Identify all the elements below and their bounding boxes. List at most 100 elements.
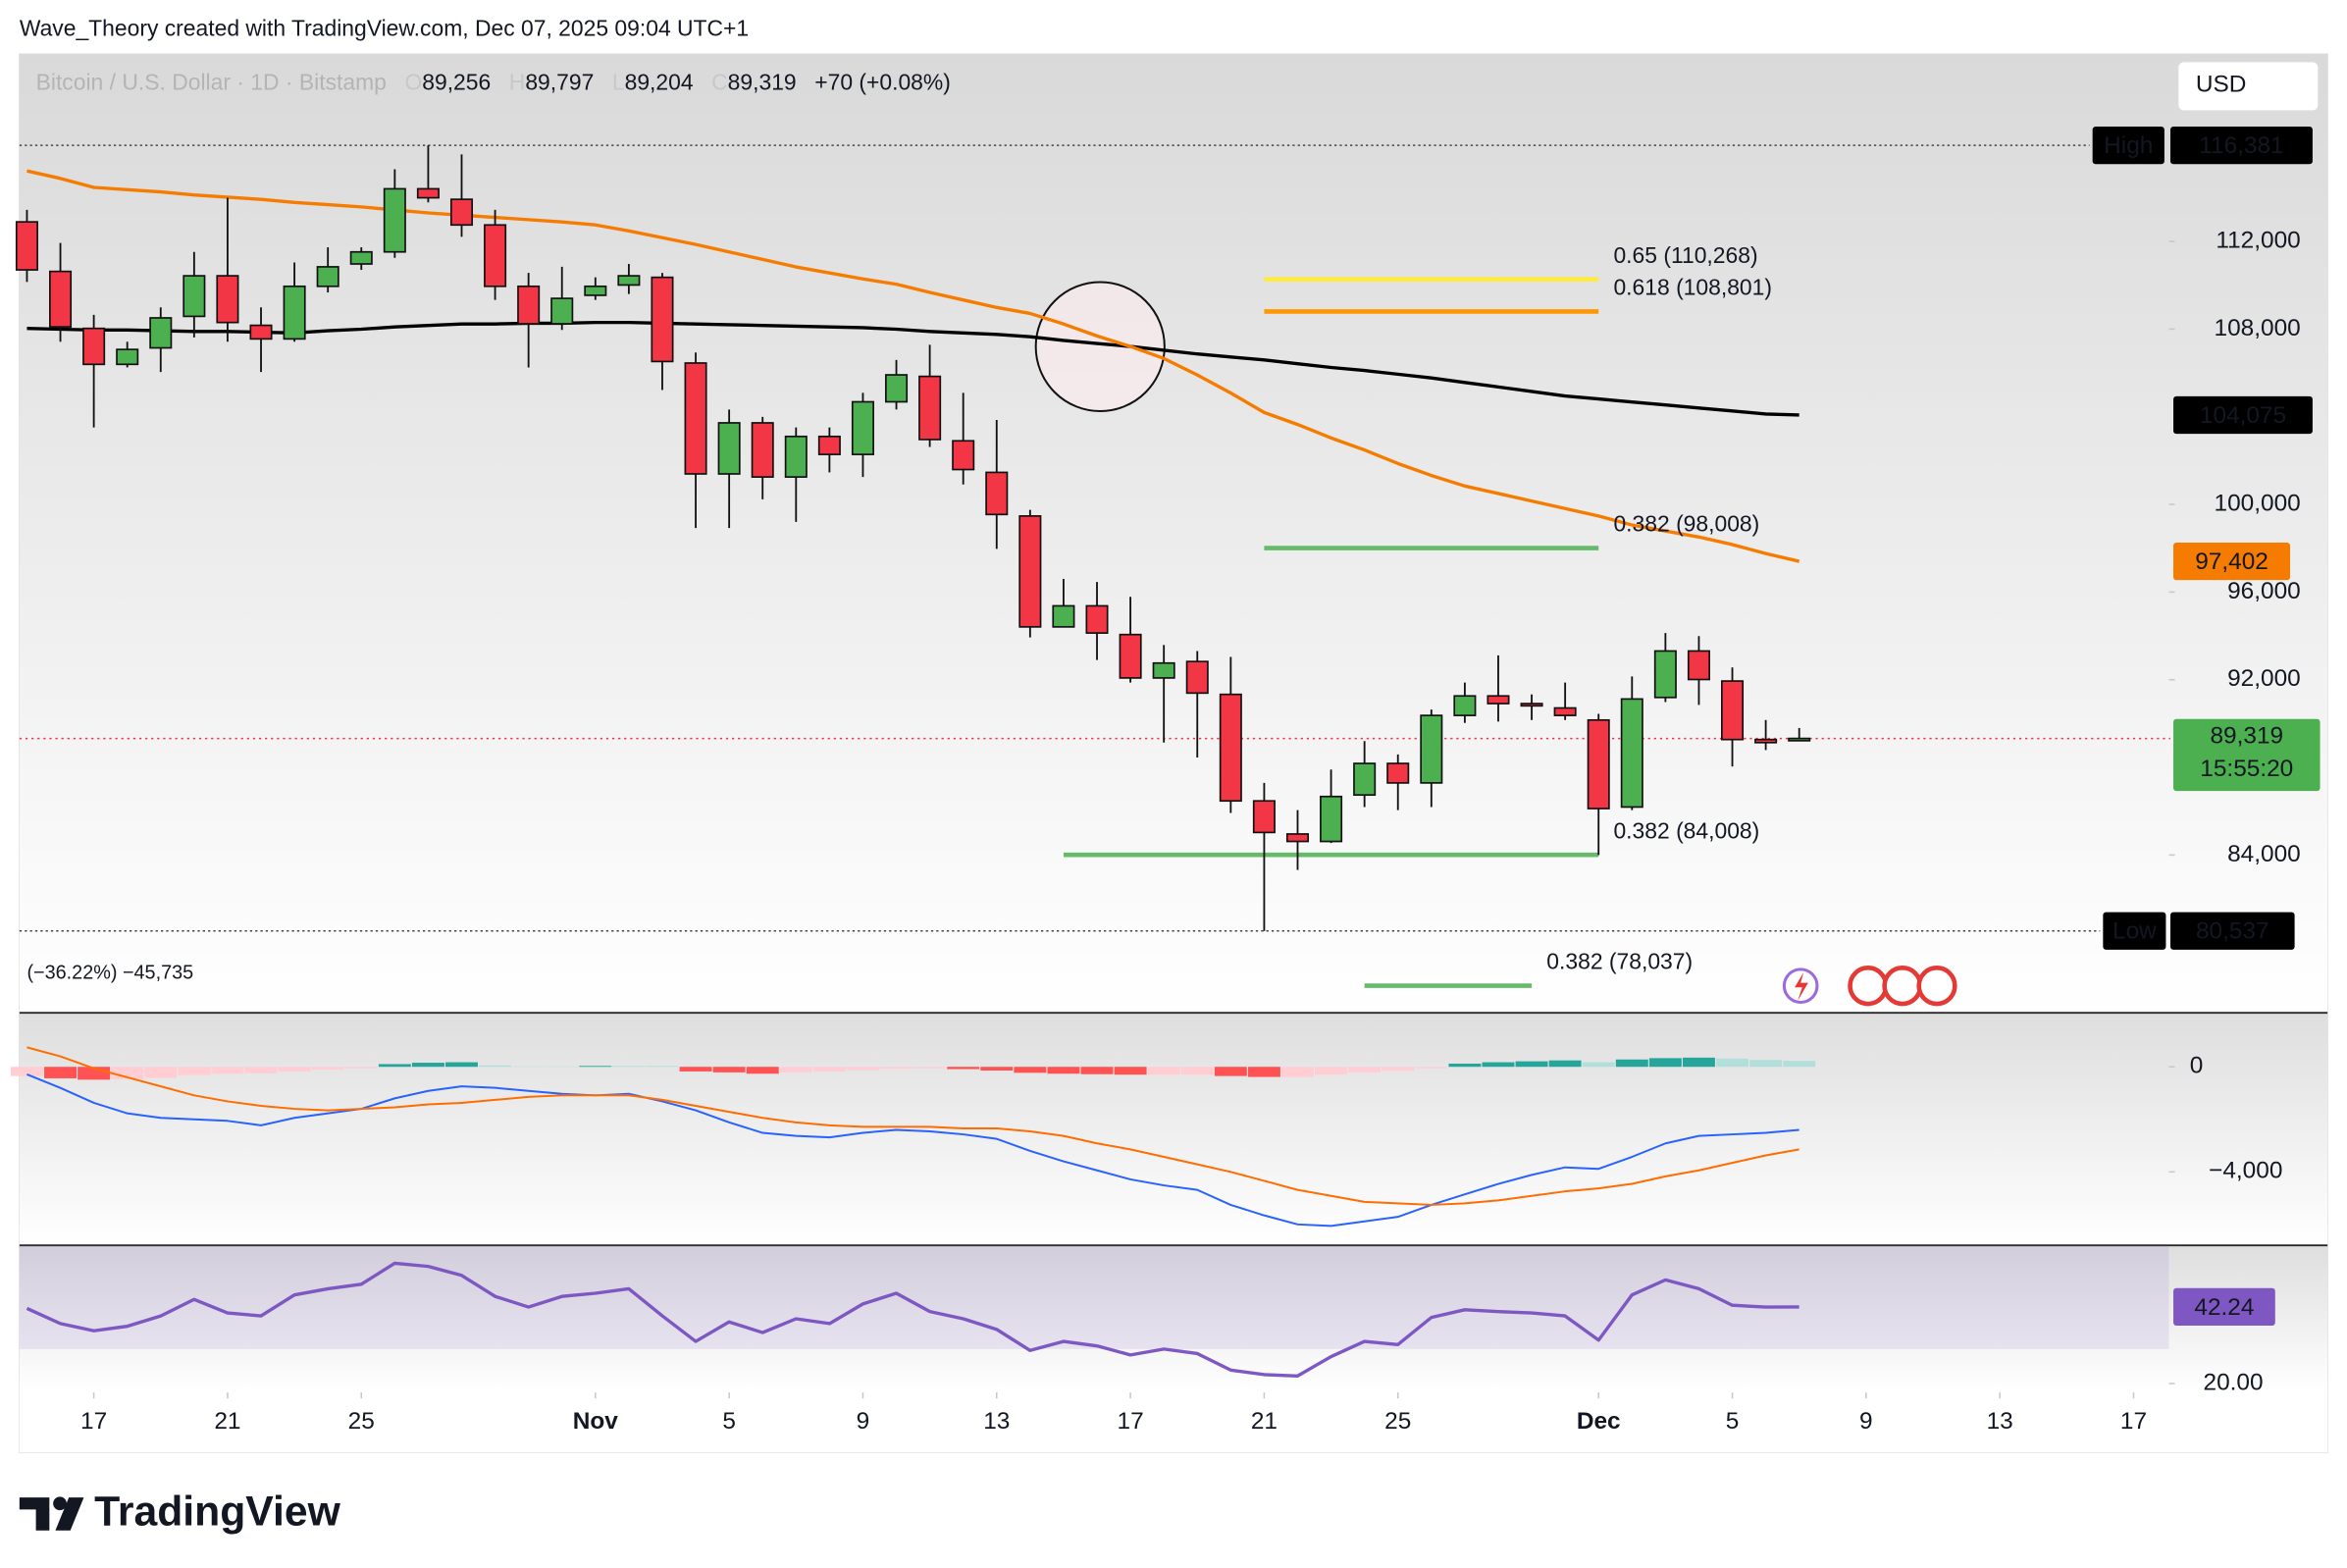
candle-body [1587, 718, 1610, 810]
x-tick-label: Nov [573, 1408, 618, 1435]
candle-body [1653, 650, 1677, 699]
macd-histogram-bar [1047, 1067, 1080, 1074]
rsi-last-label-box [2173, 1287, 2275, 1327]
rsi-pane [19, 1245, 2328, 1393]
high-marker-label: High [2104, 132, 2153, 159]
macd-histogram-bar [579, 1066, 612, 1068]
candle-body [283, 285, 306, 340]
macd-histogram-bar [344, 1067, 378, 1069]
candle-body [1285, 833, 1310, 843]
logo-mark [53, 1496, 67, 1511]
macd-histogram-bar [712, 1067, 746, 1072]
x-tick-label: 25 [1384, 1408, 1411, 1435]
moving-average [26, 169, 1800, 563]
candle-body [1185, 660, 1209, 695]
candle-body [15, 221, 38, 271]
macd-histogram-bar [311, 1067, 344, 1071]
macd-histogram-bar [980, 1067, 1014, 1071]
x-tick-label: 13 [983, 1408, 1010, 1435]
moving-average [26, 320, 1799, 417]
macd-histogram-bar [1147, 1067, 1180, 1075]
flag-icon[interactable] [1848, 966, 1889, 1007]
currency-button[interactable] [2176, 60, 2320, 112]
y-tick-label: 112,000 [2216, 227, 2300, 253]
legend-change: +70 (+0.08%) [814, 70, 951, 95]
x-tick-label: 17 [2120, 1408, 2147, 1435]
macd-histogram-bar [846, 1067, 879, 1071]
macd-tick-label: −4,000 [2209, 1158, 2282, 1184]
macd-histogram-bar [1615, 1059, 1648, 1068]
macd-histogram-bar [1014, 1067, 1047, 1073]
fib-label: 0.65 (110,268) [1613, 242, 1757, 268]
legend-value: 89,256 [422, 70, 491, 95]
flag-icon[interactable] [1916, 966, 1957, 1007]
date-axis [19, 1392, 2328, 1453]
candle-body [449, 198, 474, 227]
high-marker-value-box [2169, 127, 2313, 165]
candle-body [1152, 661, 1175, 679]
candle-body [216, 275, 239, 324]
candle-body [651, 276, 674, 363]
attribution: Wave_Theory created with TradingView.com… [20, 16, 749, 41]
macd-line [26, 1072, 1799, 1228]
measure-label: (−36.22%) −45,735 [26, 963, 193, 984]
x-tick-label: 17 [1118, 1408, 1144, 1435]
rsi-line [26, 1261, 1799, 1378]
candle-body [49, 270, 73, 328]
macd-histogram-bar [445, 1062, 478, 1068]
macd-histogram-bar [1482, 1062, 1515, 1068]
candle-body [1620, 698, 1643, 809]
legend-value: 89,797 [525, 70, 594, 95]
candle-body [416, 187, 440, 199]
price-pane [19, 54, 2328, 1014]
candle-body [316, 266, 339, 287]
y-tick-label: 100,000 [2215, 490, 2301, 516]
candle-body [617, 275, 641, 287]
currency-label[interactable]: USD [2196, 72, 2247, 98]
candle-body [484, 224, 507, 287]
x-tick-label: 25 [348, 1408, 375, 1435]
candle-body [684, 362, 707, 475]
y-tick-label: 92,000 [2227, 665, 2301, 692]
macd-histogram-bar [1749, 1060, 1783, 1068]
macd-tick-label: 0 [2190, 1053, 2204, 1079]
candle-body [383, 187, 406, 253]
candle-body [1486, 695, 1510, 705]
candle-body [1085, 604, 1109, 634]
low-marker-label: Low [2112, 918, 2157, 945]
macd-histogram-bar [612, 1066, 646, 1068]
macd-histogram-bar [1281, 1067, 1314, 1077]
legend-value: 89,319 [728, 70, 797, 95]
macd-histogram-bar [1247, 1067, 1280, 1077]
macd-histogram-bar [1382, 1067, 1415, 1071]
macd-histogram-bar [44, 1067, 78, 1078]
candle-body [1520, 703, 1543, 707]
candle-body [751, 422, 774, 478]
low-marker-value-box [2169, 912, 2295, 950]
macd-histogram-bar [1783, 1061, 1816, 1068]
candle-body [1052, 604, 1075, 628]
ma-last-label: 104,075 [2200, 402, 2286, 429]
fib-label: 0.618 (108,801) [1613, 275, 1772, 300]
candle-body [82, 327, 106, 366]
y-tick-label: 84,000 [2227, 841, 2301, 867]
countdown-label: 15:55:20 [2200, 756, 2293, 782]
candle-body [817, 435, 841, 455]
candle-body [1453, 695, 1477, 716]
rsi-group: 20.00 [19, 1245, 2264, 1392]
candle-body [952, 440, 975, 471]
macd-histogram-bar [1214, 1067, 1247, 1076]
flag-icon[interactable] [1882, 966, 1923, 1007]
macd-histogram-bar [1582, 1062, 1615, 1068]
ma-last-label-box [2173, 395, 2313, 435]
macd-histogram-bar [178, 1067, 211, 1075]
logo: TradingView [19, 1488, 341, 1535]
candle-body [918, 375, 942, 441]
y-tick-label: 108,000 [2215, 315, 2301, 341]
fib-label: 0.382 (98,008) [1613, 511, 1759, 537]
rsi-band [19, 1245, 2169, 1349]
macd-histogram-bar [278, 1067, 311, 1071]
candle-body [1119, 633, 1142, 679]
candle-body [1219, 693, 1242, 803]
